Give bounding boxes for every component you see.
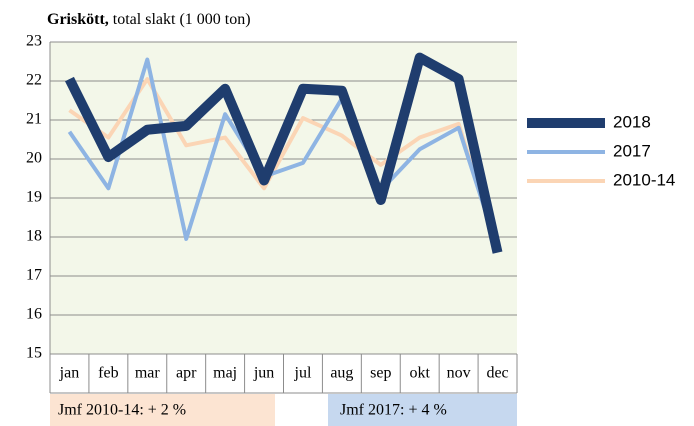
y-tick-label: 22 (26, 72, 42, 89)
x-tick-label: jun (253, 365, 274, 382)
x-tick-label: apr (176, 365, 197, 382)
annotation: Jmf 2017: + 4 % (340, 402, 447, 419)
y-tick-label: 18 (26, 228, 42, 245)
y-tick-label: 19 (26, 189, 42, 206)
series-line (67, 57, 500, 250)
y-tick-label: 15 (26, 345, 42, 362)
legend-label: 2010-14 (613, 170, 675, 189)
x-tick-label: jan (59, 365, 80, 382)
y-tick-label: 20 (26, 150, 42, 167)
title: Griskött, (47, 11, 109, 28)
y-tick-label: 16 (26, 306, 42, 323)
y-tick-label: 21 (26, 111, 42, 128)
x-tick-label: aug (330, 365, 353, 382)
x-tick-label: jul (294, 365, 312, 382)
x-tick-label: sep (370, 365, 391, 382)
x-tick-label: feb (98, 365, 118, 382)
legend-label: 2017 (613, 141, 651, 160)
x-tick-label: mar (135, 365, 161, 382)
x-tick-label: nov (447, 365, 471, 382)
y-tick-label: 17 (26, 267, 42, 284)
legend-label: 2018 (613, 112, 651, 131)
annotation-box (328, 394, 517, 426)
series-line (64, 52, 503, 254)
series-line (68, 77, 500, 252)
chart-title: Griskött, total slakt (1 000 ton) (47, 11, 251, 28)
annotation: Jmf 2010-14: + 2 % (58, 402, 186, 419)
x-tick-label: dec (486, 365, 508, 382)
y-tick-label: 23 (26, 33, 42, 50)
annotation-box (50, 394, 275, 426)
x-tick-label: okt (409, 365, 430, 382)
subtitle: total slakt (1 000 ton) (113, 11, 251, 28)
x-tick-label: maj (213, 365, 237, 382)
